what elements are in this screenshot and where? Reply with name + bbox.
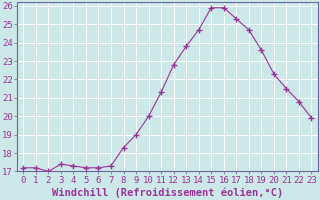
X-axis label: Windchill (Refroidissement éolien,°C): Windchill (Refroidissement éolien,°C) [52, 187, 283, 198]
